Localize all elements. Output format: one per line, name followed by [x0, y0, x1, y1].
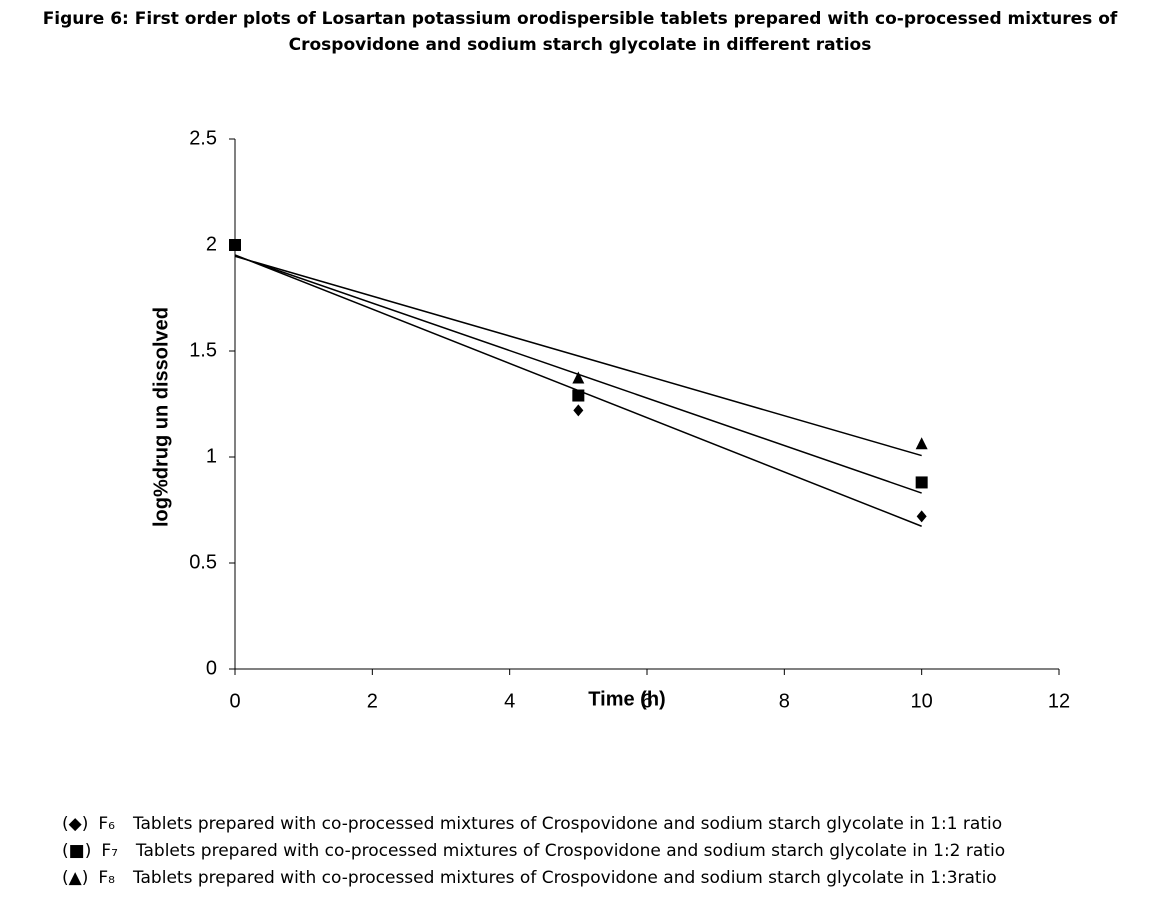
- legend-symbol: (■): [62, 841, 92, 861]
- y-tick-label: 2.5: [189, 127, 217, 149]
- legend-description: Tablets prepared with co-processed mixtu…: [132, 868, 997, 888]
- marker: [572, 371, 585, 384]
- y-axis-title: log%drug un dissolved: [150, 307, 172, 527]
- x-tick-label: 8: [779, 690, 790, 712]
- legend-symbol: (▲): [62, 868, 89, 888]
- legend-name: F₇: [101, 841, 118, 861]
- legend-entry: (◆) F₆ Tablets prepared with co-processed …: [62, 814, 1002, 834]
- legend-description: Tablets prepared with co-processed mixtu…: [132, 814, 1003, 834]
- y-tick-label: 0.5: [189, 551, 217, 573]
- x-tick-label: 4: [504, 690, 515, 712]
- y-tick-label: 1.5: [189, 339, 217, 361]
- marker: [572, 389, 585, 402]
- y-tick-label: 0: [206, 657, 217, 679]
- legend-symbol: (◆): [62, 814, 89, 834]
- chart-title: Figure 6: First order plots of Losartan …: [42, 9, 1118, 55]
- trendline: [234, 255, 922, 457]
- legend-name: F₆: [98, 814, 115, 834]
- legend-name: F₈: [98, 868, 115, 888]
- legend-description: Tablets prepared with co-processed mixtu…: [135, 841, 1006, 861]
- marker: [573, 404, 584, 417]
- legend-entry: (■) F₇ Tablets prepared with co-processed …: [62, 841, 1005, 861]
- marker: [915, 476, 928, 489]
- y-tick-label: 1: [206, 445, 217, 467]
- legend-entry: (▲) F₈ Tablets prepared with co-processed …: [62, 868, 997, 888]
- marker: [916, 510, 927, 523]
- x-tick-label: 10: [911, 690, 933, 712]
- chart: log%drug un dissolved Time (h) 0 0.5 1 1.5 2…: [150, 127, 1070, 712]
- x-axis-title: Time (h): [588, 688, 665, 710]
- marker: [915, 437, 928, 450]
- y-tick-label: 2: [206, 233, 217, 255]
- x-tick-label: 2: [367, 690, 378, 712]
- x-tick-label: 6: [641, 690, 652, 712]
- x-tick-label: 12: [1048, 690, 1070, 712]
- marker: [229, 238, 241, 250]
- x-tick-label: 0: [229, 690, 240, 712]
